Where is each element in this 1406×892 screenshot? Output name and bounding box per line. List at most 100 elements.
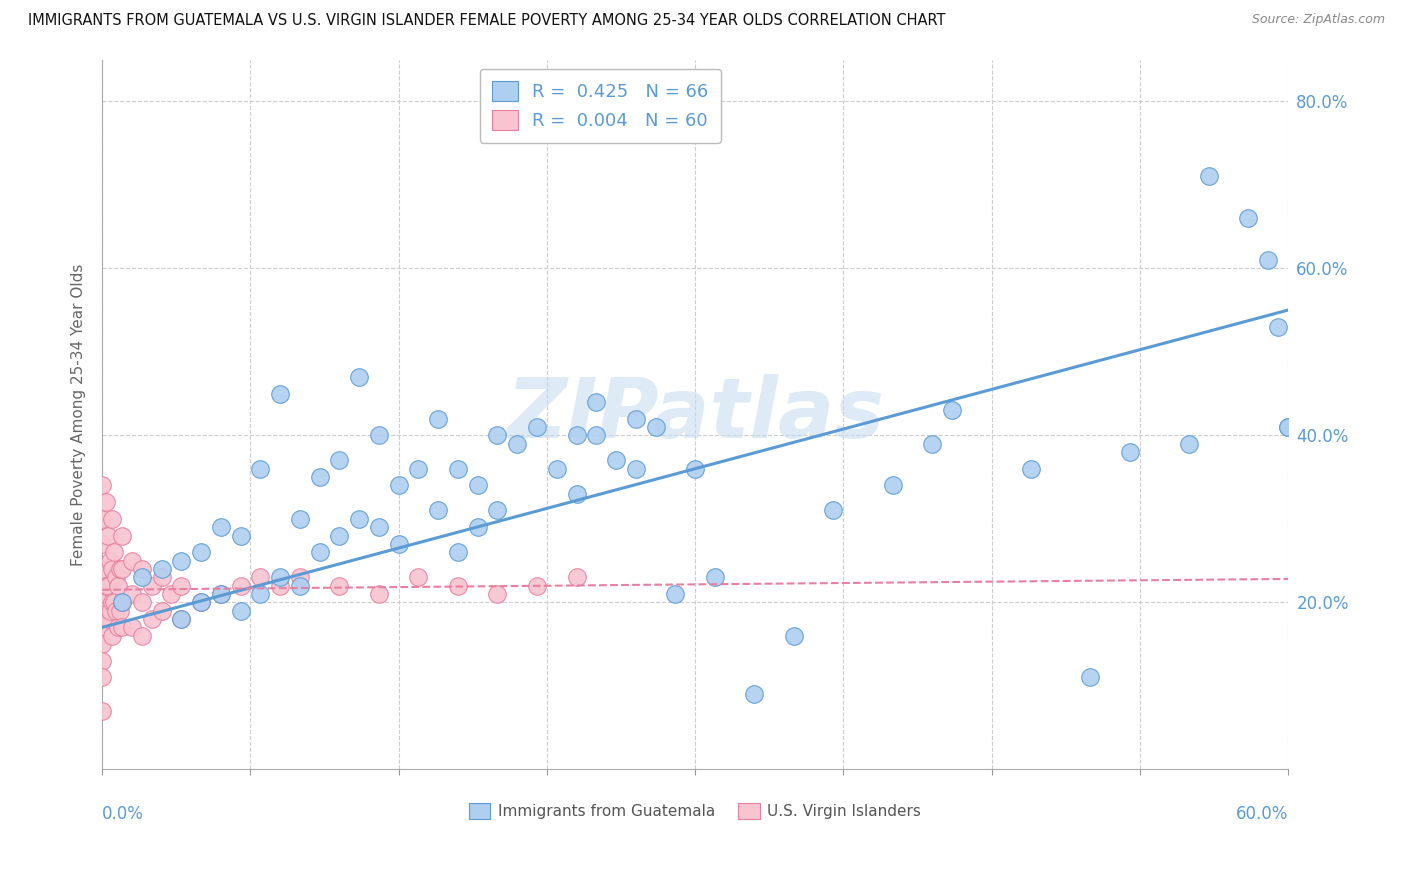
- Point: [427, 503, 450, 517]
- Point: [170, 553, 193, 567]
- Point: [131, 562, 153, 576]
- Point: [190, 595, 212, 609]
- Point: [921, 436, 943, 450]
- Point: [1178, 436, 1201, 450]
- Point: [249, 570, 271, 584]
- Text: Source: ZipAtlas.com: Source: ZipAtlas.com: [1251, 13, 1385, 27]
- Point: [91, 478, 114, 492]
- Point: [209, 587, 232, 601]
- Point: [308, 470, 330, 484]
- Point: [624, 461, 647, 475]
- Point: [367, 428, 389, 442]
- Point: [103, 545, 125, 559]
- Point: [644, 420, 666, 434]
- Point: [111, 595, 134, 609]
- Point: [131, 570, 153, 584]
- Point: [506, 436, 529, 450]
- Point: [546, 461, 568, 475]
- Point: [269, 570, 291, 584]
- Point: [121, 620, 143, 634]
- Point: [96, 495, 118, 509]
- Point: [229, 528, 252, 542]
- Point: [683, 461, 706, 475]
- Point: [447, 461, 470, 475]
- Point: [101, 595, 124, 609]
- Point: [783, 629, 806, 643]
- Point: [141, 612, 163, 626]
- Legend: Immigrants from Guatemala, U.S. Virgin Islanders: Immigrants from Guatemala, U.S. Virgin I…: [463, 797, 928, 825]
- Point: [91, 654, 114, 668]
- Point: [98, 553, 121, 567]
- Point: [467, 520, 489, 534]
- Point: [103, 595, 125, 609]
- Point: [101, 512, 124, 526]
- Point: [565, 570, 588, 584]
- Point: [744, 687, 766, 701]
- Point: [131, 629, 153, 643]
- Point: [486, 587, 509, 601]
- Point: [467, 478, 489, 492]
- Point: [111, 595, 134, 609]
- Point: [605, 453, 627, 467]
- Point: [170, 612, 193, 626]
- Point: [269, 386, 291, 401]
- Point: [108, 604, 131, 618]
- Point: [98, 604, 121, 618]
- Point: [97, 579, 120, 593]
- Point: [160, 587, 183, 601]
- Point: [97, 612, 120, 626]
- Point: [427, 411, 450, 425]
- Point: [121, 553, 143, 567]
- Point: [105, 604, 128, 618]
- Point: [111, 562, 134, 576]
- Point: [209, 520, 232, 534]
- Point: [526, 579, 548, 593]
- Point: [108, 562, 131, 576]
- Point: [585, 395, 607, 409]
- Text: 0.0%: 0.0%: [103, 805, 143, 822]
- Point: [367, 587, 389, 601]
- Point: [141, 579, 163, 593]
- Point: [91, 604, 114, 618]
- Point: [170, 612, 193, 626]
- Point: [447, 579, 470, 593]
- Point: [97, 528, 120, 542]
- Point: [1019, 461, 1042, 475]
- Point: [408, 570, 430, 584]
- Point: [1257, 252, 1279, 267]
- Point: [823, 503, 845, 517]
- Point: [96, 579, 118, 593]
- Point: [328, 528, 350, 542]
- Point: [328, 453, 350, 467]
- Point: [101, 562, 124, 576]
- Point: [1119, 445, 1142, 459]
- Point: [882, 478, 904, 492]
- Point: [664, 587, 686, 601]
- Point: [1237, 211, 1260, 226]
- Point: [486, 428, 509, 442]
- Point: [91, 562, 114, 576]
- Point: [1277, 420, 1299, 434]
- Point: [565, 487, 588, 501]
- Point: [229, 579, 252, 593]
- Point: [269, 579, 291, 593]
- Point: [91, 512, 114, 526]
- Point: [624, 411, 647, 425]
- Point: [150, 570, 173, 584]
- Point: [328, 579, 350, 593]
- Point: [107, 579, 129, 593]
- Point: [526, 420, 548, 434]
- Point: [1080, 670, 1102, 684]
- Point: [111, 528, 134, 542]
- Point: [101, 629, 124, 643]
- Point: [91, 670, 114, 684]
- Point: [447, 545, 470, 559]
- Point: [347, 512, 370, 526]
- Point: [209, 587, 232, 601]
- Point: [249, 461, 271, 475]
- Point: [941, 403, 963, 417]
- Point: [565, 428, 588, 442]
- Point: [91, 704, 114, 718]
- Point: [288, 579, 311, 593]
- Point: [388, 478, 411, 492]
